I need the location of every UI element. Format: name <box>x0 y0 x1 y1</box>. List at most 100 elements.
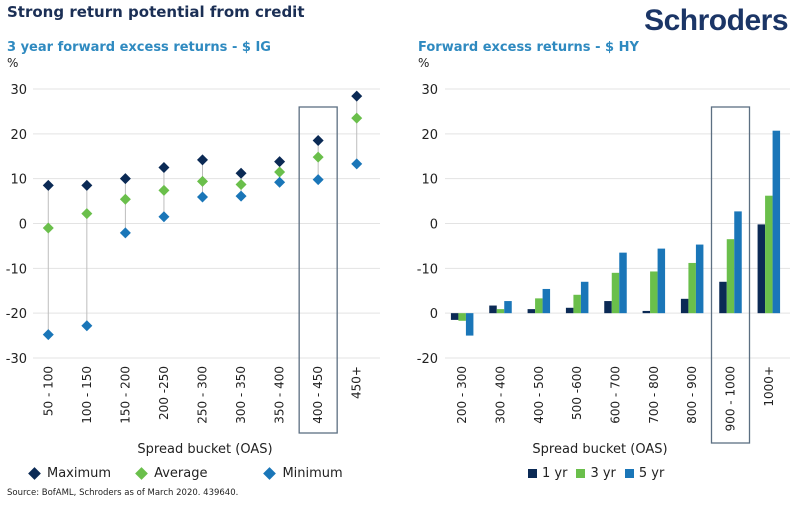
bar-1yr <box>604 301 612 314</box>
y-tick-label: -20 <box>6 307 27 322</box>
legend-item-average: Average <box>135 466 207 481</box>
bar-3yr <box>535 298 543 314</box>
legend-square-icon <box>624 469 634 478</box>
hy-unit-label: % <box>418 56 430 70</box>
legend-diamond-icon <box>135 467 148 480</box>
bar-5yr <box>542 288 551 314</box>
data-point-average <box>42 222 54 234</box>
x-tick-label: 700 - 800 <box>647 366 661 424</box>
data-point-maximum <box>235 167 247 179</box>
data-point-minimum <box>81 320 93 332</box>
data-point-maximum <box>197 154 208 166</box>
data-point-minimum <box>158 211 170 223</box>
y-tick-label: -20 <box>417 352 438 367</box>
bar-3yr <box>611 272 620 314</box>
y-tick-label: 0 <box>430 307 438 322</box>
data-point-average <box>158 184 170 196</box>
data-point-maximum <box>312 135 324 147</box>
bar-3yr <box>765 195 773 314</box>
bar-1yr <box>757 224 766 314</box>
x-tick-label: 200 - 300 <box>455 366 469 424</box>
x-tick-label: 450+ <box>350 366 364 399</box>
x-tick-label: 50 - 100 <box>41 366 55 416</box>
ig-unit-label: % <box>7 56 19 70</box>
bar-5yr <box>657 248 666 314</box>
data-point-minimum <box>197 191 208 203</box>
legend-label: 3 yr <box>590 466 616 481</box>
data-point-maximum <box>119 173 131 185</box>
data-point-minimum <box>312 174 324 186</box>
bar-1yr <box>450 313 459 320</box>
legend-item-minimum: Minimum <box>263 466 343 481</box>
bar-3yr <box>458 313 466 321</box>
data-point-average <box>197 175 208 187</box>
y-tick-label: 10 <box>421 173 438 188</box>
bar-1yr <box>527 309 536 314</box>
data-point-average <box>81 208 93 220</box>
y-tick-label: 20 <box>421 128 438 143</box>
data-point-average <box>235 178 247 190</box>
bar-5yr <box>695 244 704 314</box>
x-tick-label: 300 - 350 <box>234 366 248 424</box>
bar-5yr <box>504 301 512 314</box>
data-point-average <box>274 166 286 178</box>
x-tick-label: 1000+ <box>762 366 776 407</box>
legend-item-maximum: Maximum <box>28 466 112 481</box>
x-tick-label: 150 - 200 <box>118 366 132 424</box>
legend-square-icon <box>528 469 537 478</box>
bar-1yr <box>642 310 651 314</box>
data-point-minimum <box>351 158 363 170</box>
legend-diamond-icon <box>263 467 277 480</box>
bar-3yr <box>573 294 581 314</box>
bar-5yr <box>580 281 589 314</box>
x-tick-label: 800 - 900 <box>685 366 699 424</box>
legend-label: 1 yr <box>542 466 568 481</box>
y-tick-label: 10 <box>10 173 27 188</box>
y-tick-label: 30 <box>10 83 27 98</box>
highlight-box <box>298 106 338 434</box>
y-tick-label: -10 <box>417 262 438 277</box>
x-tick-label: 200 -250 <box>157 366 171 420</box>
ig-legend: Maximum Average Minimum <box>28 466 361 481</box>
source-note: Source: BofAML, Schroders as of March 20… <box>7 488 239 498</box>
page-title: Strong return potential from credit <box>7 3 305 21</box>
highlight-box <box>710 106 751 444</box>
legend-item-3yr: 3 yr <box>576 466 616 481</box>
bar-5yr <box>465 313 474 336</box>
legend-diamond-icon <box>28 467 41 480</box>
bar-1yr <box>680 298 689 314</box>
legend-item-1yr: 1 yr <box>528 466 567 481</box>
legend-label: 5 yr <box>638 466 665 481</box>
data-point-minimum <box>274 176 286 188</box>
data-point-minimum <box>42 329 54 341</box>
x-axis-title: Spread bucket (OAS) <box>532 442 667 457</box>
bar-3yr <box>496 309 505 314</box>
data-point-maximum <box>81 179 93 191</box>
x-tick-label: 350 - 400 <box>273 366 287 424</box>
hy-legend: 1 yr 3 yr 5 yr <box>528 466 682 481</box>
x-tick-label: 600 - 700 <box>609 366 623 424</box>
data-point-maximum <box>351 90 363 102</box>
bar-3yr <box>650 271 658 314</box>
legend-item-5yr: 5 yr <box>624 466 665 481</box>
x-tick-label: 500 -600 <box>570 366 584 420</box>
schroders-logo: Schroders <box>644 4 788 37</box>
bar-3yr <box>726 239 735 314</box>
x-tick-label: 100 - 150 <box>80 366 94 424</box>
data-point-average <box>119 193 131 205</box>
x-tick-label: 400 - 500 <box>532 366 546 424</box>
bar-3yr <box>688 262 696 314</box>
bar-5yr <box>619 252 627 314</box>
legend-label: Maximum <box>47 466 112 481</box>
x-tick-label: 300 - 400 <box>494 366 508 424</box>
bar-1yr <box>489 305 497 314</box>
bar-1yr <box>719 281 727 314</box>
data-point-maximum <box>274 156 286 168</box>
x-tick-label: 400 - 450 <box>311 366 325 424</box>
data-point-average <box>351 112 363 124</box>
y-tick-label: -10 <box>6 262 27 277</box>
bar-5yr <box>772 130 781 314</box>
data-point-maximum <box>158 161 170 173</box>
x-tick-label: 900 - 1000 <box>724 366 738 431</box>
